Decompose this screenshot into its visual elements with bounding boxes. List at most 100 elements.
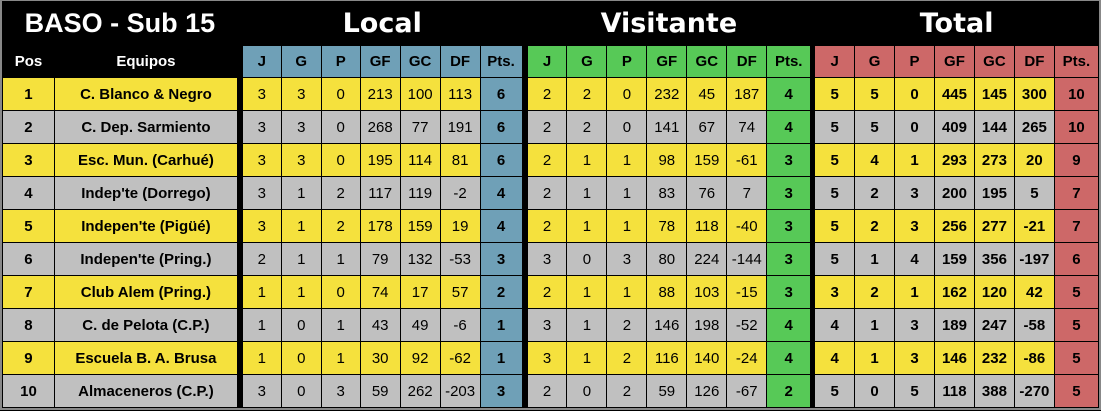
visitante-g-cell: 1 [566,143,608,177]
separator [237,374,243,408]
table-row: 4 Indep'te (Dorrego) 3 1 2 117 119 -2 4 2 1 1 83 76 7 3… [2,176,1100,210]
visitante-gc-cell: 76 [686,176,728,210]
visitante-gf-cell: 146 [646,308,688,342]
visitante-gf-cell: 141 [646,110,688,144]
team-name-cell: Esc. Mun. (Carhué) [53,143,238,177]
team-name-cell: C. Dep. Sarmiento [53,110,238,144]
visitante-gc-cell: 103 [686,275,728,309]
separator [522,275,528,309]
visitante-pts-cell: 4 [766,341,812,375]
header-equipos: Equipos [53,45,238,78]
local-pts-cell: 6 [479,77,523,111]
visitante-gc-cell: 126 [686,374,728,408]
local-pts-cell: 6 [479,143,523,177]
visitante-p-cell: 2 [606,374,648,408]
visitante-j-cell: 3 [526,341,568,375]
total-g-cell: 5 [854,77,896,111]
visitante-g-cell: 1 [566,341,608,375]
header-local-gf: GF [359,45,401,78]
local-df-cell: 19 [439,209,481,243]
local-gf-cell: 30 [359,341,401,375]
total-j-cell: 5 [814,143,856,177]
total-gf-cell: 162 [933,275,975,309]
local-df-cell: 57 [439,275,481,309]
separator [522,341,528,375]
visitante-g-cell: 2 [566,110,608,144]
visitante-pts-cell: 3 [766,143,812,177]
separator [522,308,528,342]
visitante-gc-cell: 198 [686,308,728,342]
visitante-j-cell: 2 [526,77,568,111]
visitante-p-cell: 3 [606,242,648,276]
visitante-gf-cell: 116 [646,341,688,375]
separator [810,143,815,177]
total-gc-cell: 145 [973,77,1015,111]
visitante-gf-cell: 232 [646,77,688,111]
total-pts-cell: 6 [1053,242,1100,276]
total-g-cell: 2 [854,176,896,210]
local-j-cell: 3 [241,77,282,111]
local-j-cell: 3 [241,110,282,144]
local-p-cell: 2 [320,209,361,243]
total-gc-cell: 273 [973,143,1015,177]
local-p-cell: 1 [320,341,361,375]
total-p-cell: 3 [894,308,935,342]
visitante-p-cell: 1 [606,209,648,243]
total-j-cell: 4 [814,308,856,342]
separator [522,209,528,243]
separator [522,110,528,144]
local-gf-cell: 59 [359,374,401,408]
team-name-cell: Indepen'te (Pigüé) [53,209,238,243]
local-df-cell: 81 [439,143,481,177]
visitante-gc-cell: 45 [686,77,728,111]
separator [810,242,815,276]
total-gc-cell: 120 [973,275,1015,309]
separator [810,275,815,309]
total-gc-cell: 232 [973,341,1015,375]
separator [237,110,243,144]
total-df-cell: 20 [1013,143,1055,177]
table-row: 6 Indepen'te (Pring.) 2 1 1 79 132 -53 3 3 0 3 80 224… [2,242,1100,276]
total-g-cell: 1 [854,242,896,276]
local-j-cell: 3 [241,374,282,408]
local-j-cell: 1 [241,308,282,342]
local-pts-cell: 2 [479,275,523,309]
table-row: 8 C. de Pelota (C.P.) 1 0 1 43 49 -6 1 3 1 2 146 198-… [2,308,1100,342]
local-p-cell: 0 [320,143,361,177]
visitante-gc-cell: 224 [686,242,728,276]
header-total-df: DF [1013,45,1055,78]
visitante-df-cell: 7 [726,176,768,210]
visitante-df-cell: 187 [726,77,768,111]
separator [810,374,815,408]
local-gf-cell: 213 [359,77,401,111]
local-gc-cell: 132 [399,242,441,276]
table-row: 5 Indepen'te (Pigüé) 3 1 2 178 159 19 4 2 1 1 78 118-… [2,209,1100,243]
total-gf-cell: 293 [933,143,975,177]
visitante-pts-cell: 4 [766,110,812,144]
local-pts-cell: 3 [479,242,523,276]
visitante-df-cell: -40 [726,209,768,243]
total-gf-cell: 409 [933,110,975,144]
visitante-pts-cell: 2 [766,374,812,408]
visitante-j-cell: 3 [526,242,568,276]
visitante-g-cell: 1 [566,209,608,243]
total-j-cell: 5 [814,374,856,408]
total-gc-cell: 356 [973,242,1015,276]
local-gc-cell: 114 [399,143,441,177]
total-pts-cell: 5 [1053,308,1100,342]
header-local-p: P [320,45,361,78]
separator [810,209,815,243]
separator [810,176,815,210]
local-pts-cell: 6 [479,110,523,144]
total-p-cell: 3 [894,209,935,243]
visitante-df-cell: -67 [726,374,768,408]
total-df-cell: -197 [1013,242,1055,276]
total-gf-cell: 118 [933,374,975,408]
local-gc-cell: 159 [399,209,441,243]
visitante-p-cell: 1 [606,176,648,210]
local-pts-cell: 4 [479,209,523,243]
header-total-p: P [894,45,935,78]
header-total-pts: Pts. [1053,45,1100,78]
